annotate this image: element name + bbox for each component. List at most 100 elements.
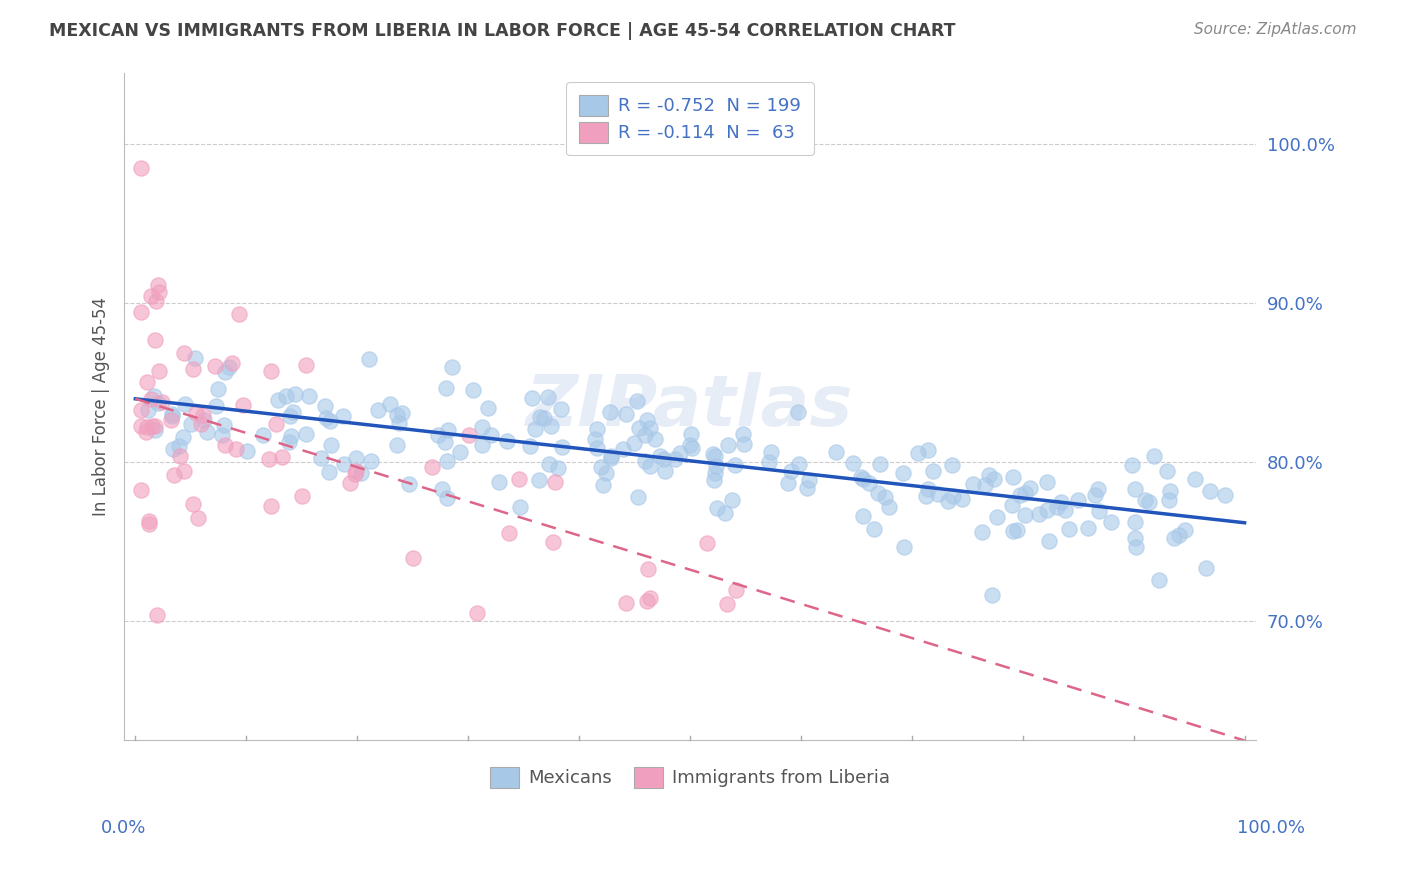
Point — [180, 417, 202, 431]
Point — [703, 466, 725, 480]
Point — [1087, 483, 1109, 497]
Point — [706, 500, 728, 515]
Point — [1036, 475, 1059, 489]
Point — [586, 441, 609, 455]
Point — [1123, 531, 1146, 545]
Point — [195, 425, 218, 439]
Point — [627, 490, 650, 504]
Point — [344, 467, 367, 481]
Point — [427, 428, 450, 442]
Point — [139, 392, 162, 406]
Point — [724, 458, 747, 473]
Point — [228, 307, 250, 321]
Point — [280, 429, 302, 443]
Point — [592, 478, 614, 492]
Point — [970, 525, 993, 540]
Point — [420, 460, 443, 475]
Point — [797, 474, 820, 488]
Point — [551, 440, 574, 454]
Point — [614, 596, 637, 610]
Point — [1184, 472, 1206, 486]
Text: 100.0%: 100.0% — [1237, 819, 1305, 837]
Point — [1157, 492, 1180, 507]
Point — [508, 472, 530, 486]
Point — [318, 465, 340, 479]
Point — [1159, 483, 1181, 498]
Point — [1163, 531, 1185, 545]
Point — [599, 405, 621, 419]
Point — [1125, 540, 1147, 554]
Point — [169, 449, 191, 463]
Point — [260, 364, 283, 378]
Point — [436, 454, 458, 468]
Point — [441, 359, 464, 374]
Point — [1137, 495, 1160, 509]
Point — [1147, 573, 1170, 587]
Point — [962, 476, 984, 491]
Point — [1084, 488, 1107, 502]
Point — [917, 442, 939, 457]
Point — [537, 457, 560, 471]
Point — [141, 419, 163, 434]
Point — [173, 345, 195, 359]
Point — [523, 422, 546, 436]
Point — [724, 582, 747, 597]
Point — [529, 409, 551, 424]
Point — [858, 475, 880, 490]
Point — [627, 421, 650, 435]
Point — [941, 458, 963, 472]
Point — [714, 506, 737, 520]
Point — [207, 382, 229, 396]
Point — [457, 428, 479, 442]
Point — [138, 517, 160, 532]
Point — [204, 399, 226, 413]
Point — [1123, 515, 1146, 529]
Point — [1121, 458, 1143, 473]
Point — [1038, 533, 1060, 548]
Point — [936, 494, 959, 508]
Point — [143, 389, 166, 403]
Point — [214, 437, 236, 451]
Y-axis label: In Labor Force | Age 45-54: In Labor Force | Age 45-54 — [93, 297, 110, 516]
Point — [211, 428, 233, 442]
Point — [260, 499, 283, 513]
Point — [298, 389, 321, 403]
Point — [648, 449, 671, 463]
Point — [509, 500, 531, 514]
Point — [291, 489, 314, 503]
Point — [281, 405, 304, 419]
Point — [186, 406, 208, 420]
Point — [927, 487, 949, 501]
Text: MEXICAN VS IMMIGRANTS FROM LIBERIA IN LABOR FORCE | AGE 45-54 CORRELATION CHART: MEXICAN VS IMMIGRANTS FROM LIBERIA IN LA… — [49, 22, 956, 40]
Point — [160, 407, 183, 421]
Point — [135, 420, 157, 434]
Point — [1046, 500, 1069, 515]
Point — [1099, 515, 1122, 529]
Point — [527, 473, 550, 487]
Point — [232, 398, 254, 412]
Point — [1143, 450, 1166, 464]
Point — [866, 486, 889, 500]
Point — [852, 508, 875, 523]
Point — [148, 364, 170, 378]
Point — [1001, 470, 1024, 484]
Point — [869, 457, 891, 471]
Point — [873, 490, 896, 504]
Point — [1174, 523, 1197, 537]
Text: 0.0%: 0.0% — [101, 819, 146, 837]
Point — [181, 497, 204, 511]
Point — [1028, 507, 1050, 521]
Point — [385, 438, 408, 452]
Point — [148, 285, 170, 300]
Point — [1133, 493, 1156, 508]
Point — [1198, 483, 1220, 498]
Point — [190, 417, 212, 431]
Point — [162, 442, 184, 456]
Point — [218, 360, 240, 375]
Point — [235, 443, 257, 458]
Point — [150, 395, 173, 409]
Point — [842, 456, 865, 470]
Point — [461, 384, 484, 398]
Point — [637, 562, 659, 576]
Point — [221, 356, 243, 370]
